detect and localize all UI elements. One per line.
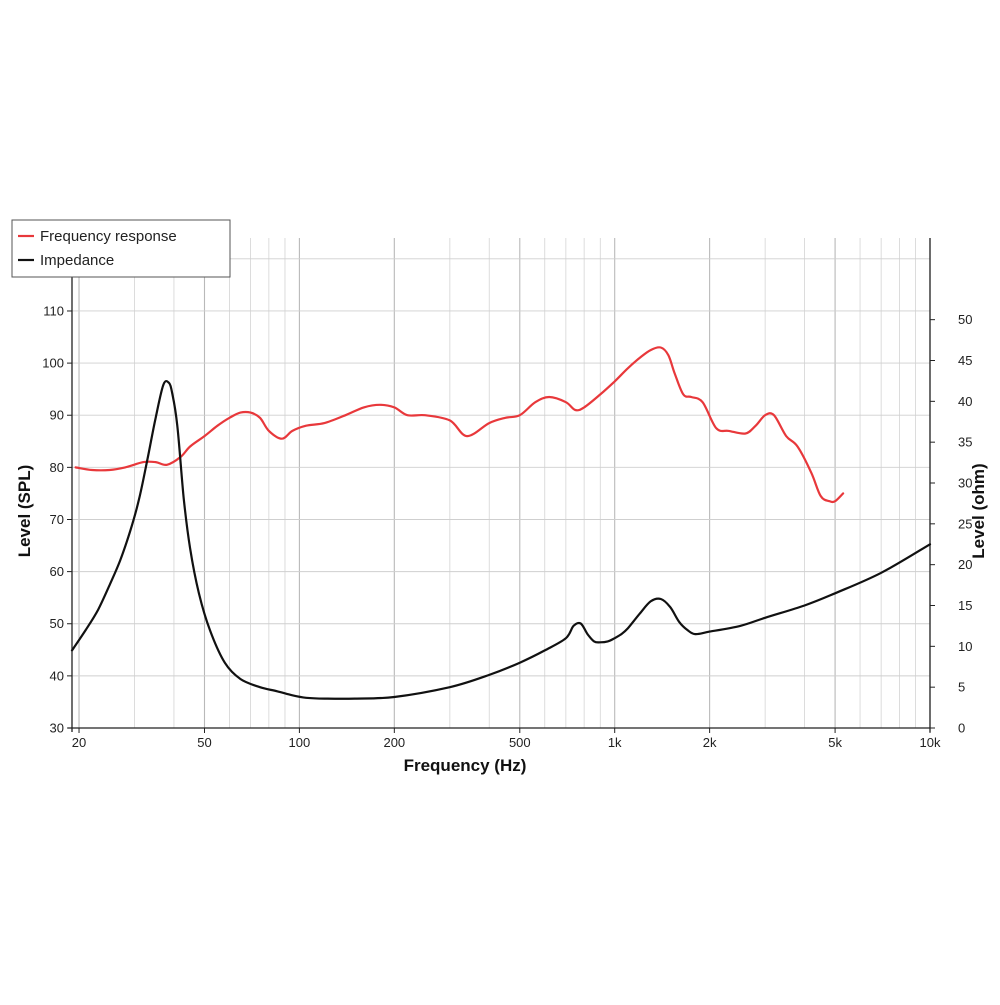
y2-tick-label: 5 [958,680,965,695]
y2-tick-label: 40 [958,394,972,409]
x-tick-label: 200 [383,735,405,750]
x-tick-label: 10k [920,735,941,750]
x-tick-label: 2k [703,735,717,750]
y-axis-title: Level (SPL) [15,465,34,558]
x-tick-label: 5k [828,735,842,750]
y-tick-label: 70 [50,512,64,527]
x-tick-label: 500 [509,735,531,750]
y-tick-label: 80 [50,460,64,475]
y-tick-label: 100 [42,356,64,371]
series-line-frequency-response [74,346,845,504]
legend-box [11,219,231,278]
y-tick-label: 90 [50,408,64,423]
y2-tick-label: 50 [958,312,972,327]
x-axis-title: Frequency (Hz) [404,756,527,775]
y-tick-label: 50 [50,616,64,631]
legend-label-frequency-response: Frequency response [40,228,177,245]
y2-tick-label: 0 [958,721,965,736]
y2-tick-label: 25 [958,516,972,531]
y2-tick-label: 45 [958,353,972,368]
y2-axis-title: Level (ohm) [969,463,988,558]
x-tick-label: 20 [72,735,86,750]
x-tick-label: 1k [608,735,622,750]
series-line-impedance [70,379,932,700]
y2-tick-label: 15 [958,598,972,613]
x-tick-label: 100 [289,735,311,750]
x-tick-label: 50 [197,735,211,750]
y2-tick-label: 30 [958,476,972,491]
y-tick-label: 30 [50,721,64,736]
y2-tick-label: 35 [958,435,972,450]
legend-label-impedance: Impedance [40,252,114,269]
y-tick-label: 60 [50,564,64,579]
y-tick-label: 40 [50,668,64,683]
y2-tick-label: 10 [958,639,972,654]
y2-tick-label: 20 [958,557,972,572]
y-tick-label: 110 [43,303,64,318]
